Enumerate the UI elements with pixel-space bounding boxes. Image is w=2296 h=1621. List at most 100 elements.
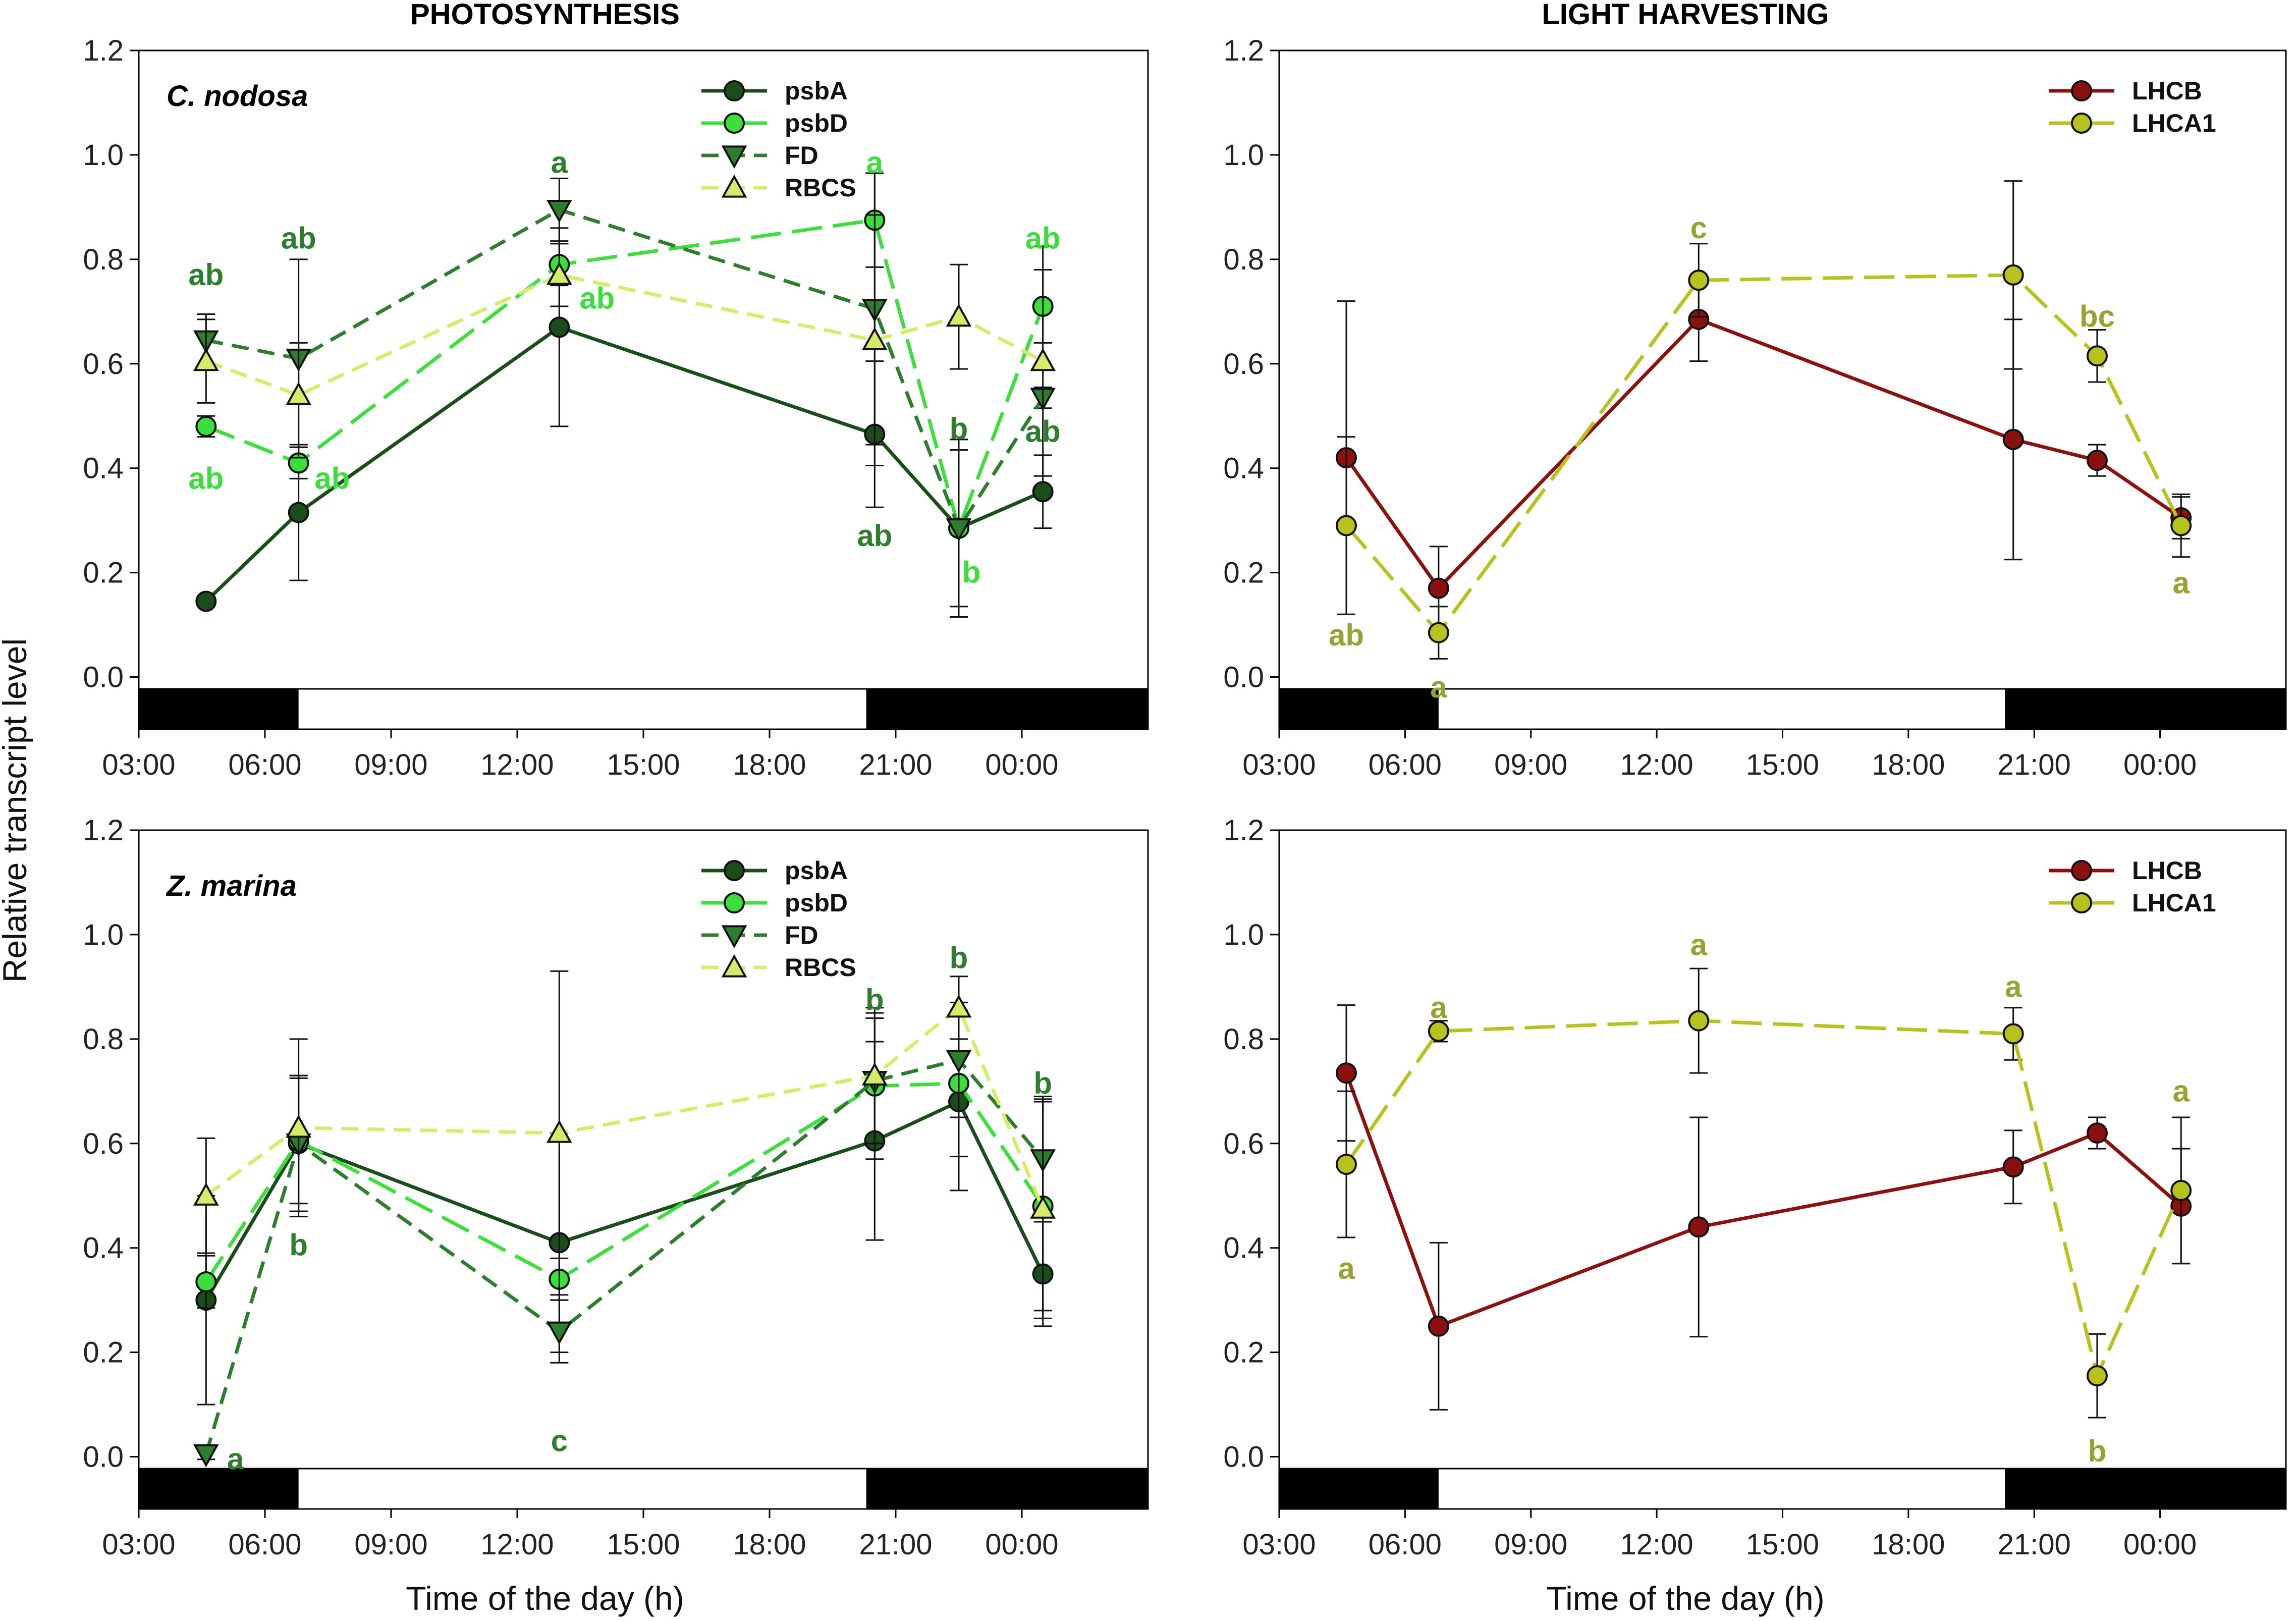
- x-tick-label: 21:00: [1998, 1528, 2071, 1561]
- significance-letter: a: [1430, 991, 1447, 1024]
- significance-letter: b: [2088, 1434, 2107, 1468]
- significance-letter: a: [1430, 670, 1447, 704]
- x-tick-label: 06:00: [1369, 748, 1442, 781]
- legend-marker: [2071, 892, 2092, 913]
- data-point: [2002, 428, 2024, 450]
- data-point: [193, 1182, 219, 1206]
- series-line: [204, 1100, 1045, 1301]
- y-tick-label: 0.2: [83, 1336, 124, 1369]
- series-rbcs: [193, 970, 1056, 1319]
- data-point: [1336, 1154, 1357, 1175]
- series-line: [1345, 1019, 2183, 1378]
- data-point: [946, 518, 972, 542]
- y-tick-label: 0.8: [83, 1023, 124, 1056]
- x-tick-label: 03:00: [102, 748, 175, 781]
- x-tick-label: 21:00: [859, 748, 932, 781]
- data-point: [546, 199, 572, 223]
- series-line: [205, 208, 1045, 530]
- y-tick-label: 0.2: [83, 557, 124, 589]
- series-rbcs: [193, 214, 1056, 477]
- data-point: [1336, 1062, 1357, 1084]
- x-tick-label: 15:00: [607, 748, 680, 781]
- x-tick-label: 06:00: [228, 1528, 301, 1561]
- data-point: [946, 1050, 972, 1073]
- legend-label: LHCA1: [2132, 889, 2216, 917]
- x-tick-label: 00:00: [985, 748, 1058, 781]
- data-point: [1030, 348, 1056, 371]
- y-tick-label: 0.6: [83, 348, 124, 381]
- significance-letter: ab: [314, 461, 350, 495]
- data-point: [1032, 481, 1054, 503]
- legend: psbA psbD FD RBCS: [701, 77, 856, 202]
- legend-marker: [2071, 113, 2092, 134]
- chart-c-nodosa-light-harvesting: 0.0 0.2 0.4 0.6 0.8 1.0 1.2 03:00 06:00 09:00 12:0…: [1223, 34, 2287, 781]
- significance-letter: a: [2005, 969, 2022, 1003]
- y-tick-label: 1.2: [83, 34, 124, 67]
- data-point: [286, 1114, 312, 1138]
- legend-label: FD: [785, 921, 818, 949]
- data-point: [1428, 577, 1449, 599]
- series-line: [204, 325, 1044, 603]
- x-tick-label: 03:00: [102, 1528, 175, 1561]
- significance-letter: c: [1690, 211, 1707, 245]
- series-line: [205, 1006, 1045, 1210]
- x-axis-label-left: Time of the day (h): [406, 1580, 684, 1617]
- y-tick-label: 0.6: [1223, 348, 1264, 381]
- x-tick-label: 06:00: [228, 748, 301, 781]
- data-point: [1688, 1216, 1710, 1238]
- y-tick-label: 0.4: [1223, 452, 1264, 485]
- significance-letter: c: [551, 1424, 568, 1458]
- significance-letter: b: [962, 556, 981, 589]
- significance-letter: ab: [188, 461, 224, 495]
- data-point: [1336, 515, 1357, 536]
- significance-letter: a: [866, 145, 884, 179]
- legend-marker: [724, 892, 745, 913]
- series-lhcb: [1336, 277, 2192, 631]
- significance-letter: b: [950, 941, 968, 975]
- legend-marker: [721, 954, 747, 978]
- x-tick-label: 21:00: [859, 1528, 932, 1561]
- dark-period-bar: [2005, 1469, 2286, 1509]
- x-tick-label: 06:00: [1369, 1528, 1442, 1561]
- legend-label: psbD: [785, 889, 848, 917]
- data-point: [1428, 622, 1449, 643]
- legend-marker: [721, 145, 747, 169]
- significance-letter: a: [1690, 928, 1708, 962]
- y-tick-label: 0.0: [83, 661, 124, 694]
- dark-period-bar: [866, 689, 1148, 729]
- significance-letter: bc: [2080, 300, 2115, 334]
- x-tick-label: 15:00: [607, 1528, 680, 1561]
- x-tick-label: 00:00: [2123, 748, 2197, 781]
- data-point: [2086, 1122, 2108, 1144]
- x-tick-label: 09:00: [1494, 1528, 1567, 1561]
- x-tick-label: 09:00: [354, 748, 427, 781]
- significance-letter: ab: [1329, 618, 1364, 652]
- chart-z-marina-photosynthesis: 0.0 0.2 0.4 0.6 0.8 1.0 1.2 03:00 06:00 09:00 12:0…: [83, 814, 1149, 1561]
- x-tick-label: 18:00: [733, 748, 806, 781]
- x-tick-label: 00:00: [985, 1528, 1058, 1561]
- significance-letter: b: [950, 412, 968, 446]
- data-point: [546, 1119, 572, 1143]
- data-point: [2170, 1179, 2192, 1201]
- series-line: [205, 218, 1045, 530]
- data-point: [861, 1062, 888, 1086]
- data-point: [2002, 1023, 2024, 1045]
- data-point: [193, 1444, 219, 1468]
- y-tick-label: 0.4: [1223, 1232, 1264, 1265]
- data-point: [549, 316, 570, 338]
- significance-letter: ab: [857, 519, 892, 553]
- y-tick-label: 0.8: [1223, 243, 1264, 276]
- dark-period-bar: [866, 1469, 1148, 1509]
- x-tick-label: 12:00: [480, 1528, 554, 1561]
- y-tick-label: 0.6: [1223, 1127, 1264, 1160]
- x-tick-label: 12:00: [1620, 1528, 1693, 1561]
- x-tick-label: 18:00: [1872, 1528, 1945, 1561]
- data-point: [2002, 264, 2024, 286]
- legend-label: LHCA1: [2132, 109, 2216, 137]
- significance-letter: a: [227, 1442, 244, 1476]
- significance-letter: ab: [579, 281, 615, 315]
- data-point: [861, 327, 888, 350]
- series-lhca1: [1336, 180, 2192, 660]
- data-point: [1030, 1195, 1056, 1219]
- y-axis-label: Relative transcript level: [0, 638, 33, 983]
